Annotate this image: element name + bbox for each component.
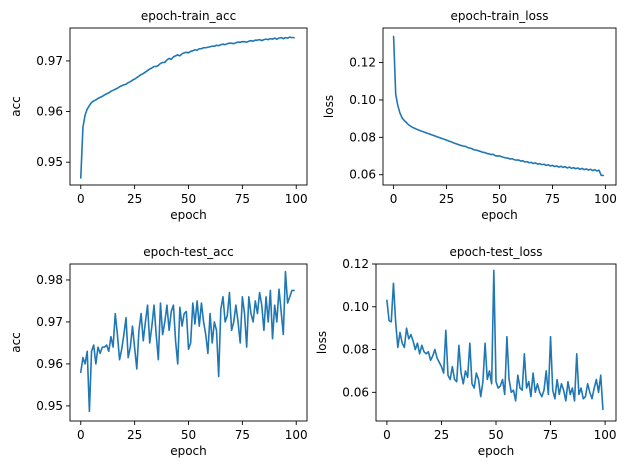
y-tick-label: 0.06 [342, 385, 369, 399]
y-tick-label: 0.12 [342, 257, 369, 271]
chart-title: epoch-test_acc [143, 245, 233, 259]
x-tick-label: 50 [488, 428, 503, 442]
x-tick-label: 0 [390, 192, 398, 206]
chart-title: epoch-test_loss [449, 245, 542, 259]
x-axis-label: epoch [170, 208, 207, 222]
plot-frame [69, 27, 308, 186]
y-tick-label: 0.08 [342, 343, 369, 357]
series-line [79, 36, 295, 179]
y-axis-label: loss [322, 95, 336, 118]
y-tick-label: 0.98 [36, 273, 63, 287]
y-tick-label: 0.06 [349, 168, 376, 182]
y-axis-label: acc [9, 96, 23, 117]
y-tick-label: 0.95 [36, 155, 63, 169]
x-tick-label: 0 [77, 192, 85, 206]
x-tick-label: 75 [235, 192, 250, 206]
y-tick-label: 0.95 [36, 399, 63, 413]
x-tick-label: 100 [285, 428, 308, 442]
x-tick-label: 50 [181, 428, 196, 442]
series-line [79, 270, 295, 413]
x-axis-label: epoch [170, 444, 207, 458]
x-tick-label: 25 [127, 192, 142, 206]
y-tick-label: 0.96 [36, 357, 63, 371]
x-axis-label: epoch [478, 444, 515, 458]
chart-title: epoch-train_acc [141, 9, 236, 23]
y-axis-label: acc [9, 332, 23, 353]
x-tick-label: 0 [383, 428, 391, 442]
chart-panel-1: epoch-train_acc 0 25 50 75 100 0.95 0.96 0.97 epo… [9, 9, 308, 222]
x-tick-label: 50 [492, 192, 507, 206]
chart-title: epoch-train_loss [451, 9, 549, 23]
y-tick-label: 0.08 [349, 130, 376, 144]
y-tick-label: 0.97 [36, 54, 63, 68]
y-tick-label: 0.97 [36, 315, 63, 329]
x-tick-label: 100 [594, 428, 617, 442]
x-tick-label: 100 [285, 192, 308, 206]
x-axis-label: epoch [481, 208, 518, 222]
y-axis-label: loss [315, 331, 329, 354]
series-line [386, 269, 604, 411]
plot-frame [382, 27, 617, 186]
x-tick-label: 50 [181, 192, 196, 206]
x-tick-label: 25 [127, 428, 142, 442]
y-tick-label: 0.12 [349, 56, 376, 70]
x-tick-label: 75 [235, 428, 250, 442]
y-tick-label: 0.10 [349, 93, 376, 107]
chart-panel-4: epoch-test_loss 0 25 50 75 100 0.06 0.08 0.10 0.1… [315, 245, 617, 458]
chart-panel-2: epoch-train_loss 0 25 50 75 100 0.06 0.08 0.10 0.… [322, 9, 617, 222]
x-tick-label: 0 [77, 428, 85, 442]
x-tick-label: 100 [594, 192, 617, 206]
series-line [392, 35, 605, 177]
chart-panel-3: epoch-test_acc 0 25 50 75 100 0.95 0.96 0.97 0.98… [9, 245, 308, 458]
x-tick-label: 25 [439, 192, 454, 206]
y-tick-label: 0.96 [36, 105, 63, 119]
x-tick-label: 25 [434, 428, 449, 442]
y-tick-label: 0.10 [342, 300, 369, 314]
x-tick-label: 75 [545, 192, 560, 206]
x-tick-label: 75 [543, 428, 558, 442]
